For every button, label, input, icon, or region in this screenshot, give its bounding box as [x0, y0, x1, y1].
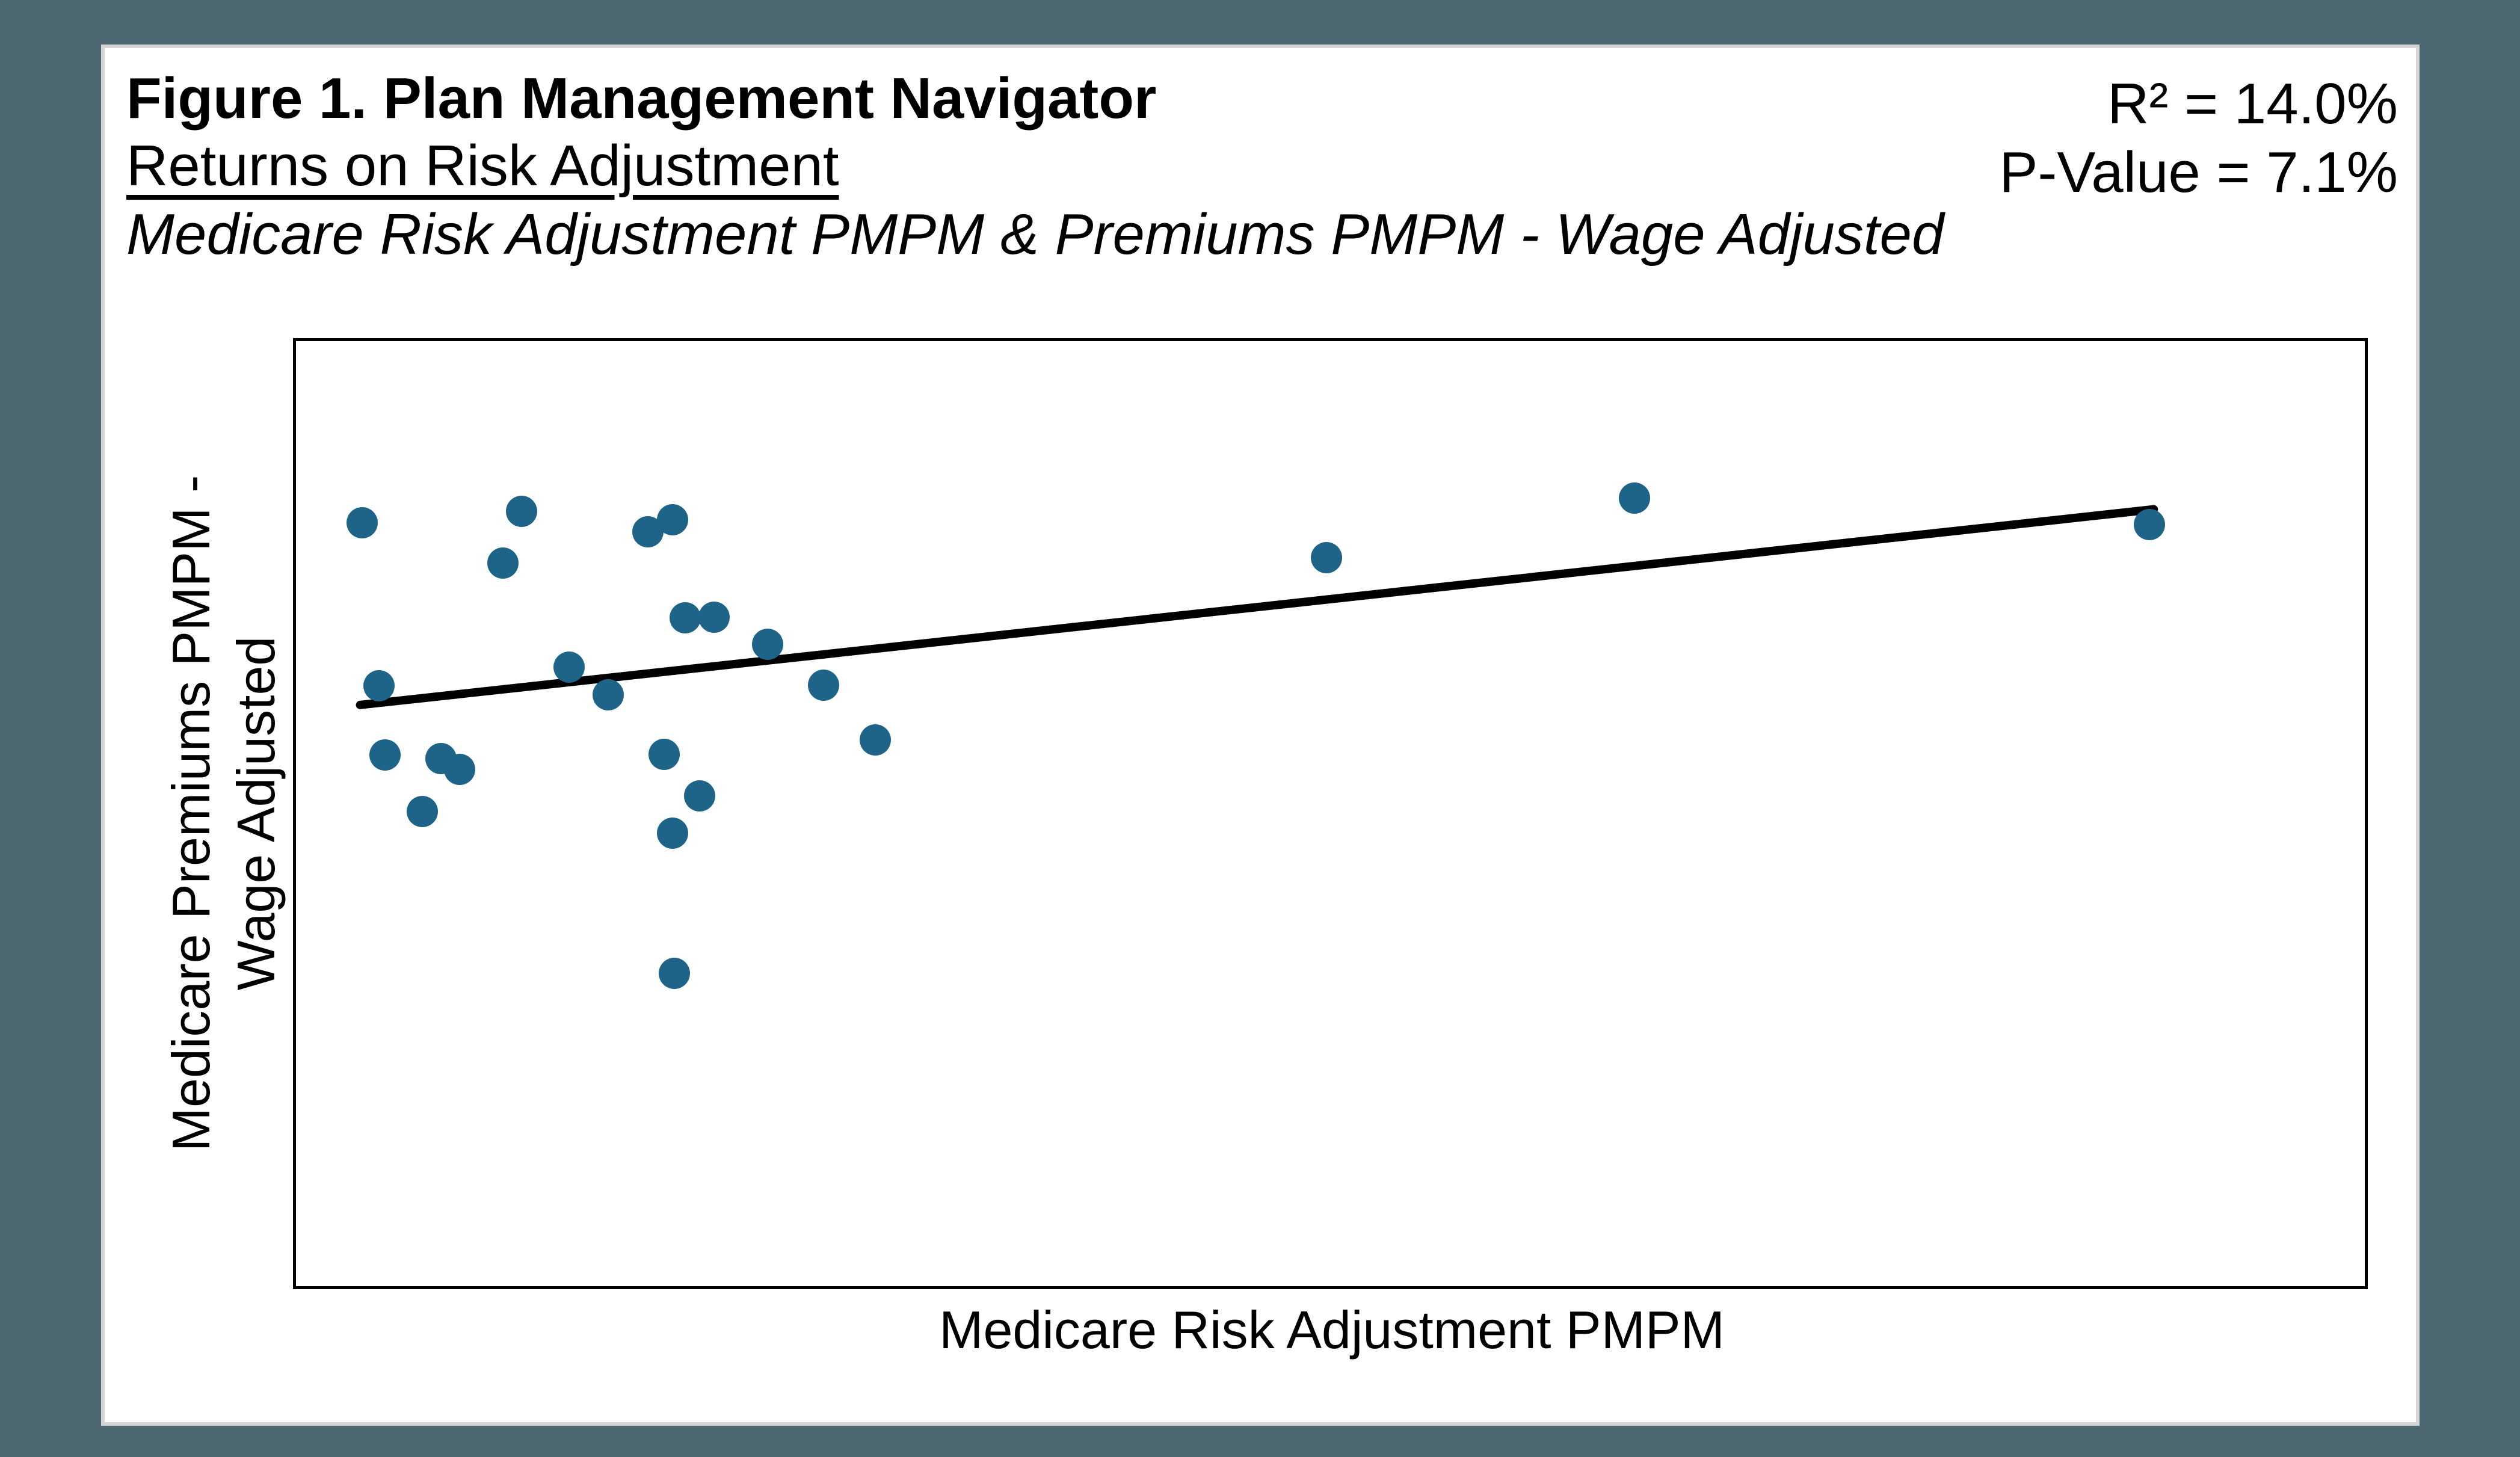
data-point: [656, 504, 688, 535]
data-point: [659, 957, 691, 989]
x-axis-label: Medicare Risk Adjustment PMPM: [939, 1300, 1725, 1360]
data-point: [656, 818, 688, 849]
data-point: [1310, 541, 1342, 573]
data-point: [443, 753, 475, 785]
data-point: [683, 780, 715, 812]
data-point: [1619, 482, 1651, 514]
data-point: [593, 679, 624, 710]
figure-title: Figure 1. Plan Management Navigator: [126, 66, 1157, 131]
plot-area: [296, 341, 2365, 1286]
data-point: [752, 629, 784, 661]
figure-subtitle: Returns on Risk Adjustment: [126, 134, 839, 198]
data-point: [487, 547, 519, 579]
figure-description: Medicare Risk Adjustment PMPM & Premiums…: [126, 202, 1944, 266]
y-axis-label: Medicare Premiums PMPM - Wage Adjusted: [159, 475, 289, 1152]
y-axis-label-line2: Wage Adjusted: [226, 636, 286, 991]
data-point: [406, 796, 438, 828]
data-point: [807, 669, 839, 701]
data-point: [859, 724, 891, 756]
data-point: [363, 670, 395, 702]
data-point: [369, 739, 401, 771]
data-point: [2134, 508, 2166, 540]
data-point: [648, 738, 680, 770]
data-point: [669, 602, 701, 634]
data-point: [505, 495, 537, 527]
figure-card: Figure 1. Plan Management Navigator Retu…: [101, 45, 2420, 1426]
trend-line: [356, 505, 2158, 709]
regression-stats: R² = 14.0% P-Value = 7.1%: [1999, 70, 2398, 207]
trend-line-layer: [356, 505, 2158, 709]
plot-frame: [293, 338, 2368, 1289]
data-point: [698, 601, 730, 633]
data-point: [553, 651, 585, 683]
r-squared-value: R² = 14.0%: [2107, 72, 2398, 136]
data-point: [347, 507, 378, 538]
p-value: P-Value = 7.1%: [1999, 140, 2398, 205]
y-axis-label-line1: Medicare Premiums PMPM -: [161, 475, 221, 1152]
figure-header: Figure 1. Plan Management Navigator Retu…: [126, 65, 1944, 270]
